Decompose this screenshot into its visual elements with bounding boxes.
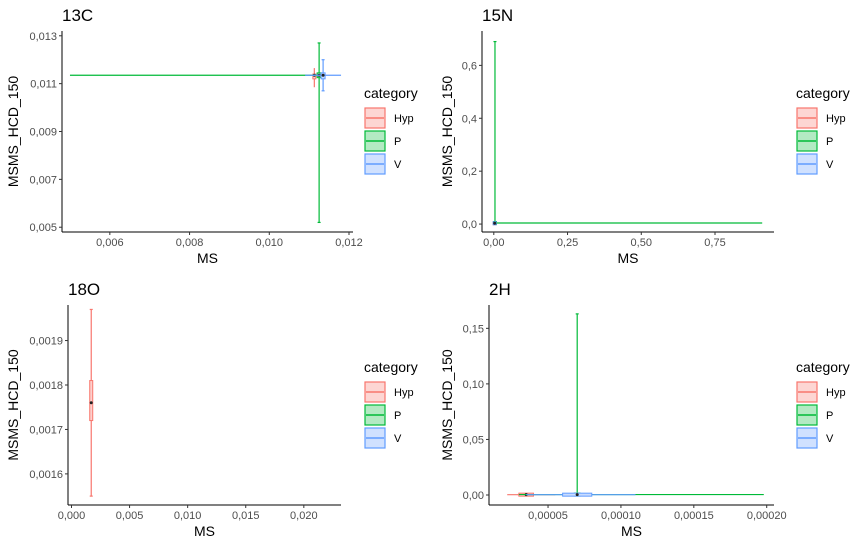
y-tick-label: 0,10 (463, 379, 484, 391)
panel-title: 2H (489, 280, 511, 299)
x-axis-label: MS (197, 250, 218, 266)
y-tick-label: 0,0016 (29, 469, 63, 481)
x-tick-label: 0,00 (483, 237, 504, 249)
legend: category Hyp PV (796, 359, 850, 449)
median-point (493, 221, 497, 225)
x-tick-label: 0,012 (335, 237, 363, 249)
legend: category Hyp PV (796, 85, 850, 175)
panel-13C: 13C 0,006 0,008 0,010 0,012 0,005 0,007 0,009 0,… (5, 6, 418, 266)
x-tick-label: 0,000 (58, 510, 86, 522)
y-axis-label: MSMS_HCD_150 (5, 76, 21, 187)
series-P (69, 42, 322, 224)
panel-title: 18O (68, 280, 100, 299)
y-tick-label: 0,00 (463, 490, 484, 502)
x-axis-label: MS (618, 250, 639, 266)
legend-label-V: V (394, 433, 402, 445)
legend-label-P: P (394, 410, 401, 422)
series-P (492, 40, 763, 226)
x-tick-label: 0,006 (96, 237, 124, 249)
legend-label-V: V (826, 433, 834, 445)
legend-label-Hyp: Hyp (826, 113, 846, 125)
legend-title: category (364, 359, 418, 375)
x-tick-label: 0,015 (232, 510, 260, 522)
y-tick-label: 0,007 (29, 174, 57, 186)
legend-label-Hyp: Hyp (394, 387, 414, 399)
legend-label-Hyp: Hyp (394, 113, 414, 125)
legend-title: category (364, 85, 418, 101)
y-tick-label: 0,0018 (29, 380, 63, 392)
series-Hyp (89, 308, 94, 497)
median-point (575, 493, 579, 497)
legend: category Hyp PV (364, 85, 418, 175)
y-tick-label: 0,0017 (29, 424, 63, 436)
x-tick-label: 0,00005 (528, 510, 568, 522)
legend-label-P: P (826, 410, 833, 422)
series-P (518, 313, 764, 497)
panel-2H: 2H 0,00005 0,00010 0,00015 0,00020 0,00 0,05 0,… (439, 280, 850, 539)
y-tick-label: 0,4 (462, 113, 477, 125)
x-tick-label: 0,020 (290, 510, 318, 522)
panel-title: 13C (62, 6, 93, 25)
y-axis-label: MSMS_HCD_150 (439, 349, 455, 460)
x-axis-label: MS (621, 523, 642, 539)
x-tick-label: 0,008 (176, 237, 204, 249)
x-tick-label: 0,010 (256, 237, 284, 249)
x-tick-label: 0,00020 (747, 510, 787, 522)
x-tick-label: 0,25 (557, 237, 578, 249)
legend-label-V: V (394, 159, 402, 171)
y-axis-label: MSMS_HCD_150 (5, 349, 21, 460)
y-tick-label: 0,0019 (29, 336, 63, 348)
series-V (526, 492, 636, 497)
legend: category Hyp PV (364, 359, 418, 449)
x-axis-label: MS (194, 523, 215, 539)
y-axis-label: MSMS_HCD_150 (439, 76, 455, 187)
legend-title: category (796, 85, 850, 101)
y-tick-label: 0,6 (462, 60, 477, 72)
y-tick-label: 0,0 (462, 219, 477, 231)
y-tick-label: 0,15 (463, 323, 484, 335)
x-tick-label: 0,00010 (601, 510, 641, 522)
x-tick-label: 0,005 (116, 510, 144, 522)
median-point (89, 401, 93, 405)
series-V (305, 59, 342, 92)
legend-label-P: P (394, 136, 401, 148)
legend-label-P: P (826, 136, 833, 148)
legend-label-Hyp: Hyp (826, 387, 846, 399)
y-tick-label: 0,2 (462, 166, 477, 178)
panel-title: 15N (482, 6, 513, 25)
series-Hyp (305, 68, 318, 88)
box (89, 380, 94, 422)
x-tick-label: 0,00015 (674, 510, 714, 522)
y-tick-label: 0,05 (463, 434, 484, 446)
legend-title: category (796, 359, 850, 375)
x-tick-label: 0,50 (631, 237, 652, 249)
y-tick-label: 0,009 (29, 127, 57, 139)
x-tick-label: 0,010 (174, 510, 202, 522)
legend-label-V: V (826, 159, 834, 171)
panel-18O: 18O 0,000 0,005 0,010 0,015 0,020 0,0016 0,0017… (5, 280, 418, 539)
y-tick-label: 0,011 (30, 79, 57, 91)
y-tick-label: 0,005 (29, 222, 57, 234)
panel-15N: 15N 0,00 0,25 0,50 0,75 0,0 0,2 0,4 0,6 MS MSMS_HC… (439, 6, 850, 266)
series-V (492, 221, 497, 226)
y-tick-label: 0,013 (29, 31, 57, 43)
x-tick-label: 0,75 (704, 237, 725, 249)
median-point (321, 73, 325, 77)
